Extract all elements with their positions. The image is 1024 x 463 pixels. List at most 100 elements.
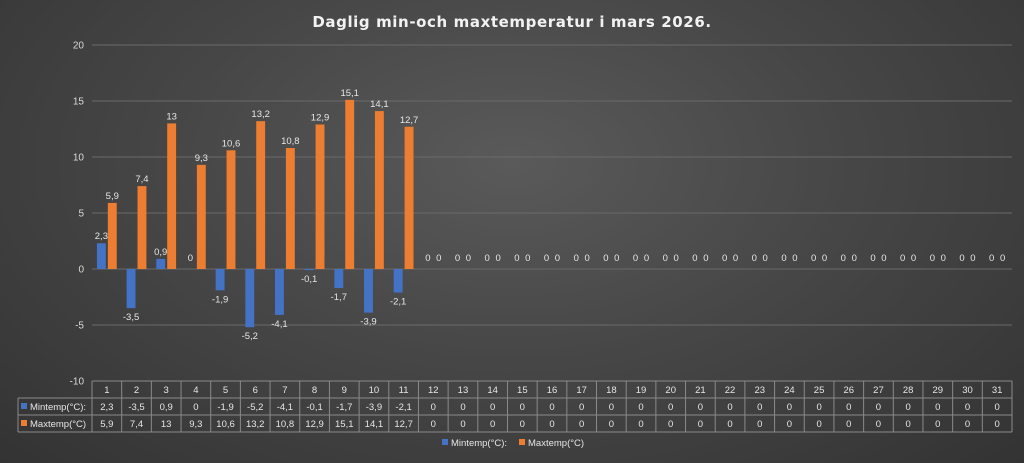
min-bar (156, 258, 166, 269)
min-bar (245, 269, 255, 328)
y-axis: -10 -5 0 5 10 15 20 (70, 41, 85, 388)
max-bar (315, 124, 325, 270)
y-tick-label: -5 (75, 321, 84, 332)
x-tick-label: 24 (784, 385, 795, 396)
table-cell: 0 (460, 419, 465, 430)
min-data-label: 0 (663, 253, 668, 264)
max-bar (285, 148, 295, 269)
min-data-label: 0 (188, 253, 193, 264)
max-data-label: 0 (525, 253, 530, 264)
max-data-label: 12,9 (311, 113, 330, 124)
y-tick-label: 5 (78, 209, 84, 220)
table-cell: 12,9 (305, 419, 324, 430)
table-cell: 0 (995, 402, 1000, 413)
x-tick-label: 13 (458, 385, 469, 396)
y-tick-label: 15 (73, 97, 85, 108)
min-data-label: 2,3 (95, 231, 108, 242)
x-tick-label: 30 (962, 385, 973, 396)
table-cell: 0 (698, 402, 703, 413)
min-data-label: 0,9 (154, 247, 167, 258)
table-cell: -1,9 (217, 402, 233, 413)
max-data-label: 0 (1000, 253, 1005, 264)
y-tick-label: 10 (73, 153, 85, 164)
table-series-name: Mintemp(°C): (30, 402, 86, 413)
min-data-label: 0 (870, 253, 875, 264)
table-cell: 0 (579, 402, 584, 413)
max-data-label: 7,4 (135, 174, 148, 185)
max-data-label: 13,2 (251, 109, 270, 120)
min-data-label: 0 (574, 253, 579, 264)
table-cell: 13 (161, 419, 172, 430)
table-cell: 0 (816, 419, 821, 430)
x-tick-label: 12 (428, 385, 439, 396)
table-cell: 0 (668, 402, 673, 413)
table-cell: 0 (787, 419, 792, 430)
data-table: 1 2 3 4 5 6 7 8 9 10 11 12 13 14 15 16 17 18 19 20 21 22 23 24 2… (17, 380, 1013, 433)
table-cell: 10,8 (276, 419, 295, 430)
table-cell: 0 (935, 402, 940, 413)
max-data-label: 0 (674, 253, 679, 264)
max-bar (374, 111, 384, 269)
table-cell: -3,9 (366, 402, 382, 413)
table-cell: 0 (787, 402, 792, 413)
table-cell: 0 (193, 402, 198, 413)
x-tick-label: 7 (282, 385, 287, 396)
max-data-label: 0 (852, 253, 857, 264)
min-bar (364, 269, 373, 313)
max-bar (137, 186, 147, 269)
legend-label: Mintemp(°C): (451, 438, 507, 449)
table-cell: 12,7 (394, 419, 413, 430)
table-cell: 0 (935, 419, 940, 430)
x-tick-label: 5 (223, 385, 228, 396)
table-cell: 0 (905, 419, 910, 430)
table-cell: -5,2 (247, 402, 263, 413)
x-tick-label: 21 (695, 385, 706, 396)
min-data-label: -4,1 (271, 319, 287, 330)
min-bar (275, 269, 284, 315)
x-tick-label: 6 (253, 385, 258, 396)
x-tick-label: 20 (665, 385, 676, 396)
table-cell: 0 (638, 402, 643, 413)
table-cell: 0 (431, 402, 436, 413)
table-cell: 0 (490, 419, 495, 430)
x-tick-label: 17 (576, 385, 587, 396)
max-data-label: 0 (911, 253, 916, 264)
min-data-label: 0 (633, 253, 638, 264)
table-cell: 0 (727, 419, 732, 430)
max-data-label: 14,1 (370, 99, 389, 110)
table-cell: 0 (520, 419, 525, 430)
table-cell: 0 (609, 402, 614, 413)
min-data-label: 0 (781, 253, 786, 264)
x-tick-label: 29 (933, 385, 944, 396)
min-data-label: 0 (811, 253, 816, 264)
table-cell: 0 (876, 419, 881, 430)
max-bar (345, 99, 355, 269)
max-data-label: 0 (941, 253, 946, 264)
table-cell: 0 (965, 402, 970, 413)
max-data-label: 0 (555, 253, 560, 264)
min-data-label: 0 (485, 253, 490, 264)
table-cell: -2,1 (395, 402, 411, 413)
x-tick-label: 3 (164, 385, 169, 396)
table-cell: 13,2 (246, 419, 265, 430)
max-data-label: 0 (495, 253, 500, 264)
table-cell: 0 (431, 419, 436, 430)
table-cell: 0 (460, 402, 465, 413)
table-cell: -3,5 (128, 402, 144, 413)
min-data-label: -1,9 (212, 294, 228, 305)
max-data-label: 0 (881, 253, 886, 264)
min-bar (126, 269, 136, 309)
x-tick-label: 23 (754, 385, 765, 396)
table-cell: 9,3 (189, 419, 202, 430)
min-data-label: -3,9 (360, 317, 376, 328)
x-tick-label: 31 (992, 385, 1003, 396)
table-cell: 0 (876, 402, 881, 413)
max-bar (256, 121, 266, 269)
max-data-label: 0 (763, 253, 768, 264)
min-bar (304, 269, 314, 271)
min-data-label: -1,7 (331, 292, 347, 303)
bars (96, 99, 414, 328)
max-data-label: 0 (970, 253, 975, 264)
x-tick-label: 18 (606, 385, 617, 396)
max-data-label: 10,6 (222, 138, 241, 149)
